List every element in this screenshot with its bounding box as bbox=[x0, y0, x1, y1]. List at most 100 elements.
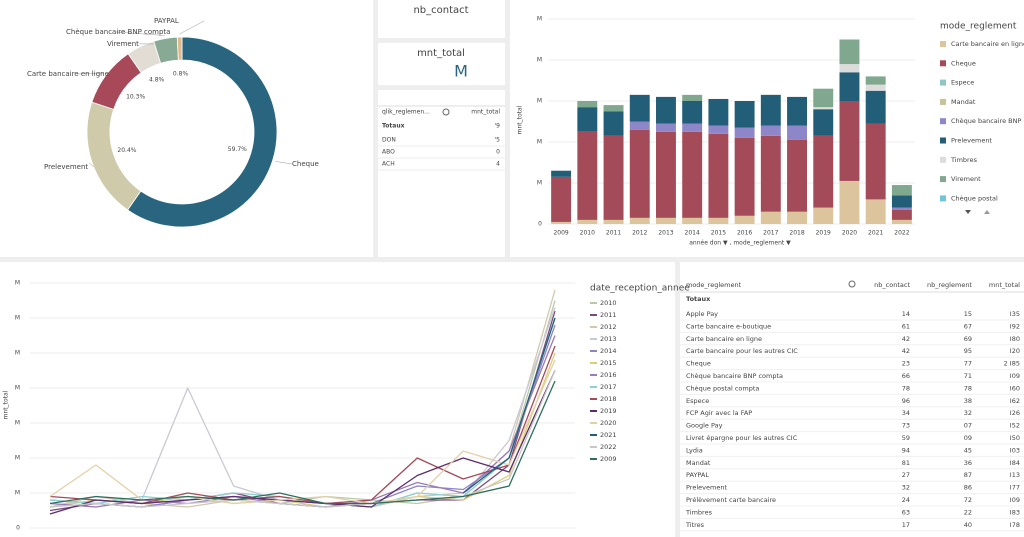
cell: Titres bbox=[685, 521, 705, 529]
bar-segment bbox=[682, 123, 703, 132]
bar-segment bbox=[603, 111, 624, 136]
column-header: mnt_total bbox=[471, 109, 500, 116]
cell: 78 bbox=[902, 384, 910, 392]
donut-slice bbox=[127, 36, 278, 228]
panel bbox=[680, 262, 1024, 537]
cell: 81 bbox=[902, 459, 910, 467]
panel bbox=[378, 90, 505, 257]
bar-segment bbox=[629, 129, 650, 218]
bar-segment bbox=[708, 125, 729, 134]
bar-segment bbox=[865, 76, 886, 85]
slice-label: Carte bancaire en ligne bbox=[27, 70, 109, 78]
bar-segment bbox=[603, 135, 624, 220]
legend-label: 2009 bbox=[600, 455, 617, 463]
cell: 23 bbox=[902, 360, 910, 368]
cell: Carte bancaire e-boutique bbox=[686, 322, 771, 330]
leader-line bbox=[115, 31, 165, 36]
leader-line bbox=[275, 161, 293, 165]
cell: Livret épargne pour les autres CIC bbox=[686, 434, 798, 442]
bar-segment bbox=[839, 180, 860, 224]
cell: 66 bbox=[902, 372, 910, 380]
panel bbox=[378, 43, 505, 85]
cell: 78 bbox=[964, 384, 972, 392]
y-tick-label: M bbox=[15, 420, 20, 427]
legend-label: Chèque postal bbox=[951, 194, 998, 202]
panel bbox=[378, 0, 505, 38]
legend-swatch bbox=[940, 156, 946, 163]
y-tick-label: M bbox=[15, 315, 20, 322]
legend-swatch bbox=[940, 137, 946, 144]
bar-segment bbox=[656, 123, 676, 132]
legend-label: 2021 bbox=[600, 431, 617, 439]
cell: ABO bbox=[382, 149, 395, 156]
slice-label: PAYPAL bbox=[154, 17, 179, 25]
panel bbox=[0, 262, 675, 537]
bar-segment bbox=[787, 139, 807, 212]
cell: 32 bbox=[964, 409, 972, 417]
search-icon[interactable] bbox=[848, 280, 856, 288]
y-tick-label: M bbox=[537, 98, 542, 105]
legend-label: 2022 bbox=[600, 443, 617, 451]
donut-slice bbox=[176, 36, 183, 61]
bar-segment bbox=[865, 199, 886, 224]
y-axis-title: mnt_total bbox=[517, 105, 524, 134]
y-tick-label: M bbox=[15, 455, 20, 462]
bar-segment bbox=[865, 84, 886, 91]
cell: I80 bbox=[1010, 335, 1020, 343]
bar-segment bbox=[708, 217, 729, 224]
cell: 38 bbox=[964, 397, 972, 405]
cell: Carte bancaire pour les autres CIC bbox=[686, 347, 798, 355]
legend-title: date_reception_annee bbox=[590, 284, 690, 294]
scroll-icon[interactable] bbox=[965, 210, 971, 214]
cell: 36 bbox=[964, 459, 972, 467]
cell: 4 bbox=[496, 161, 500, 168]
bar-segment bbox=[891, 209, 912, 220]
scroll-icon[interactable] bbox=[984, 210, 990, 214]
column-header: mnt_total bbox=[989, 281, 1020, 289]
legend-swatch bbox=[940, 79, 946, 86]
legend-swatch bbox=[940, 176, 946, 183]
bar-segment bbox=[760, 135, 781, 212]
cell: I78 bbox=[1010, 521, 1020, 529]
x-tick-label: 2010 bbox=[580, 230, 595, 237]
cell: 34 bbox=[902, 409, 910, 417]
cell: I50 bbox=[1010, 434, 1020, 442]
cell: 32 bbox=[902, 484, 910, 492]
legend-label: Mandat bbox=[951, 98, 976, 106]
y-axis-title: mnt_total bbox=[3, 390, 10, 419]
line-series bbox=[49, 380, 556, 505]
cell: I35 bbox=[1010, 310, 1020, 318]
cell: 22 bbox=[964, 508, 972, 516]
cell: I09 bbox=[1010, 372, 1020, 380]
cell: Mandat bbox=[686, 459, 711, 467]
x-tick-label: 2009 bbox=[553, 230, 568, 237]
legend-label: Chèque bancaire BNP compta bbox=[951, 117, 1024, 125]
bar-segment bbox=[760, 211, 781, 224]
legend-label: 2015 bbox=[600, 359, 617, 367]
legend-label: 2017 bbox=[600, 383, 617, 391]
legend-label: Espece bbox=[951, 79, 974, 87]
slice-label: Chèque bancaire BNP compta bbox=[66, 28, 170, 36]
cell: 94 bbox=[902, 446, 910, 454]
bar-segment bbox=[760, 94, 781, 126]
column-header: qlik_reglemen... bbox=[382, 109, 430, 116]
bar-segment bbox=[734, 127, 755, 138]
cell: 67 bbox=[964, 322, 972, 330]
cell: I09 bbox=[1010, 496, 1020, 504]
cell: 15 bbox=[964, 310, 972, 318]
legend-label: 2020 bbox=[600, 419, 617, 427]
column-header: nb_reglement bbox=[927, 281, 972, 289]
legend-label: Prelevement bbox=[951, 137, 992, 145]
y-tick-label: M bbox=[537, 16, 542, 23]
y-tick-label: M bbox=[15, 350, 20, 357]
bar-segment bbox=[865, 123, 886, 200]
cell: 2 I85 bbox=[1004, 360, 1020, 368]
search-icon[interactable] bbox=[442, 108, 450, 116]
cell: Apple Pay bbox=[686, 310, 718, 318]
legend-swatch bbox=[940, 118, 946, 125]
cell: FCP Agir avec la FAP bbox=[686, 409, 752, 417]
totals-label: Totaux bbox=[686, 295, 711, 303]
legend-swatch bbox=[940, 98, 946, 105]
y-tick-label: M bbox=[537, 139, 542, 146]
